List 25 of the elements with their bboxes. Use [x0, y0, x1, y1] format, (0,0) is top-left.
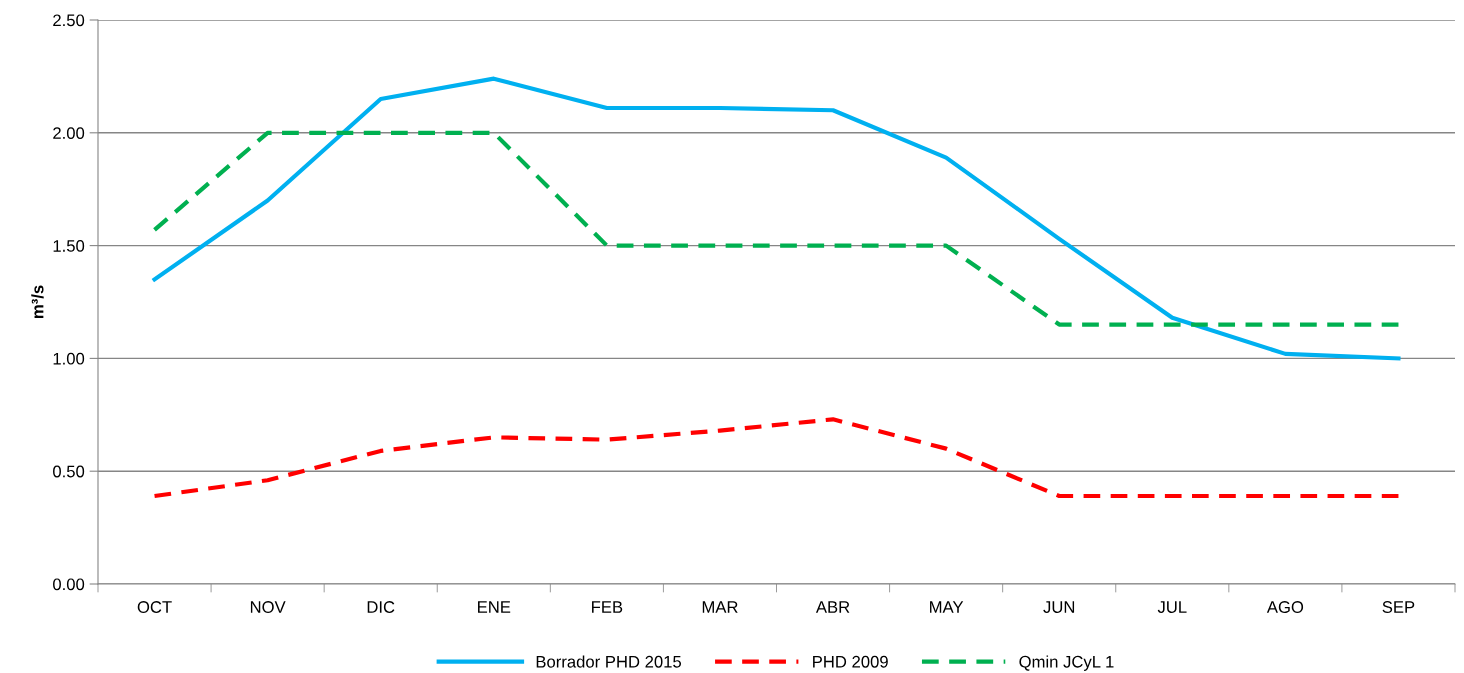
x-tick-label: JUN [1043, 601, 1075, 613]
y-tick-label: 0.00 [53, 578, 85, 591]
y-tick-label: 0.50 [53, 465, 85, 478]
x-tick-label: SEP [1382, 601, 1415, 613]
y-axis-title: m³/s [31, 285, 44, 319]
legend-label: PHD 2009 [813, 655, 888, 668]
x-tick-label: MAY [930, 601, 964, 613]
line-series [152, 76, 1401, 361]
x-tick-label: AGO [1266, 601, 1304, 613]
legend-label: Qmin JCyL 1 [1019, 655, 1114, 671]
y-tick-label: 1.50 [53, 240, 85, 252]
x-tick-label: JUL [1157, 601, 1187, 613]
x-tick-label: NOV [250, 601, 286, 613]
x-tick-label: DIC [367, 601, 395, 613]
y-tick-label: 2.50 [53, 14, 85, 27]
line-series [152, 417, 1401, 499]
legend-label: Borrador PHD 2015 [536, 655, 682, 668]
x-tick-label: MAR [702, 601, 738, 613]
x-tick-label: ENE [478, 601, 511, 613]
x-tick-label: OCT [137, 601, 172, 613]
y-tick-label: 1.00 [53, 352, 85, 365]
line-series [152, 130, 1401, 327]
x-tick-label: ABR [815, 601, 850, 613]
x-tick-label: FEB [592, 601, 623, 613]
y-tick-label: 2.00 [53, 127, 85, 139]
